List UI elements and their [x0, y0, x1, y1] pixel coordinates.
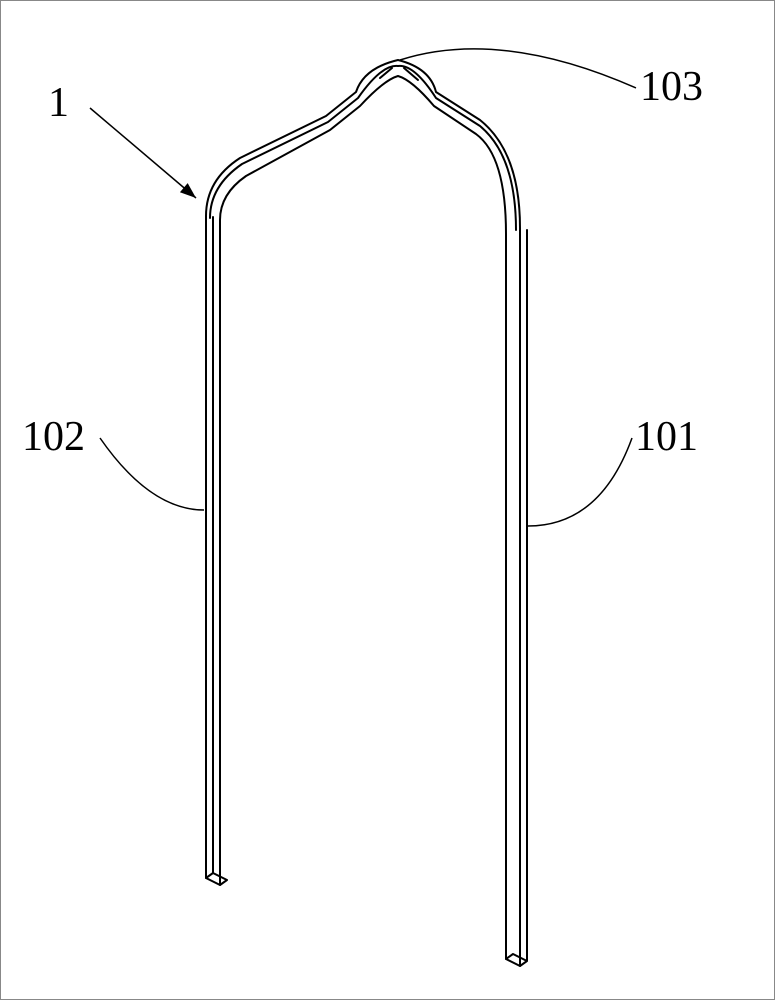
label-101: 101 [635, 416, 698, 458]
leader-1 [90, 108, 196, 198]
left-leg-endcap [206, 217, 227, 885]
label-102: 102 [22, 416, 85, 458]
canvas-frame [1, 1, 775, 1000]
wire-front-edge [210, 66, 516, 230]
leader-101 [528, 438, 632, 526]
label-103: 103 [640, 66, 703, 108]
wire-outer-outline [206, 60, 520, 966]
leader-lines [90, 49, 636, 526]
figure-svg [0, 0, 775, 1000]
wire-hanger-shape [206, 60, 527, 966]
leader-103 [400, 49, 636, 88]
wire-inner-outline [220, 76, 506, 959]
right-leg-endcap [506, 230, 527, 966]
label-1: 1 [48, 82, 69, 124]
leader-102 [100, 438, 204, 510]
